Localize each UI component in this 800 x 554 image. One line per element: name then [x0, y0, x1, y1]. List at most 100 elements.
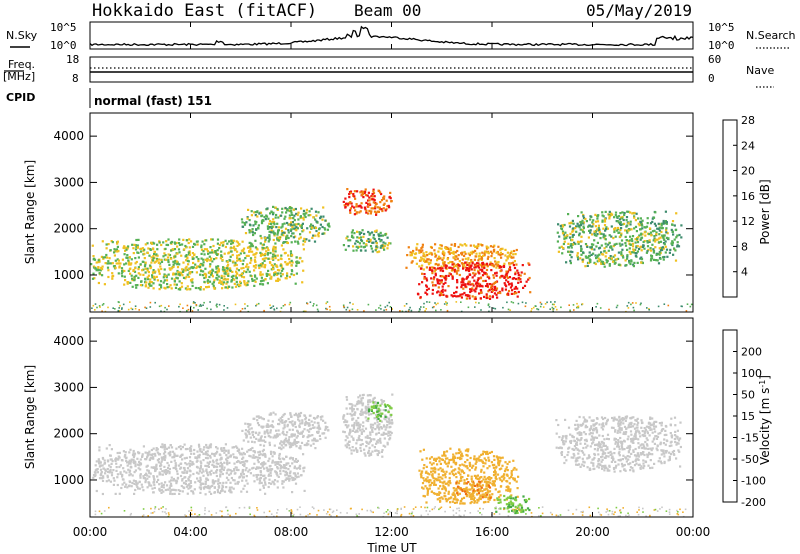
- velocity-cell-0-895: [145, 472, 148, 475]
- velocity-cell-0-252: [100, 471, 103, 474]
- velocity-cell-0-1190: [283, 466, 286, 470]
- power-cell-6-222: [628, 259, 631, 263]
- power-cell-2-134: [348, 196, 351, 199]
- power-ground-18: [663, 303, 666, 305]
- power-cell-0-750: [139, 273, 142, 276]
- power-cell-4-247: [478, 252, 481, 255]
- power-cell-0-690: [214, 271, 217, 274]
- power-cell-6-305: [597, 226, 600, 230]
- velocity-cell-0-124: [251, 467, 254, 470]
- velocity-cell-0-676: [204, 480, 207, 483]
- velocity-cell-2-10: [391, 393, 394, 396]
- power-cell-0-1078: [170, 287, 173, 290]
- velocity-cell-0-466: [264, 483, 267, 486]
- power-cell-0-1089: [279, 257, 282, 260]
- power-cell-6-254: [598, 259, 601, 263]
- power-ground-184: [345, 308, 348, 311]
- power-cell-0-708: [172, 272, 175, 275]
- power-cell-6-388: [633, 216, 636, 219]
- power-cell-5-424: [457, 269, 460, 272]
- power-cell-0-1097: [98, 272, 101, 275]
- velocity-cell-0-315: [219, 465, 222, 468]
- power-cell-0-321: [173, 248, 177, 251]
- velocity-cell-0-847: [270, 482, 273, 485]
- velocity-cell-1-141: [297, 418, 300, 421]
- power-cell-2-149: [342, 200, 345, 203]
- velocity-cell-0-28: [187, 479, 190, 482]
- velocity-cell-4-15: [455, 452, 458, 455]
- velocity-cell-0-940: [205, 446, 208, 449]
- power-cell-6-737: [603, 265, 606, 268]
- velocity-cell-0-322: [163, 443, 166, 447]
- power-cell-0-532: [152, 282, 155, 285]
- power-ground-220: [569, 309, 571, 312]
- power-cell-0-355: [238, 254, 241, 257]
- velocity-cell-2-16: [355, 403, 359, 406]
- velocity-cell-0-192: [160, 482, 163, 485]
- velocity-cell-0-160: [162, 486, 165, 489]
- velocity-cell-0-836: [152, 475, 155, 478]
- power-cell-6-82: [590, 243, 594, 246]
- power-cell-0-162: [286, 272, 289, 275]
- velocity-cell-0-314: [190, 445, 193, 448]
- velocity-cell-2-300: [368, 441, 371, 444]
- velocity-cell-0-1055: [132, 449, 135, 453]
- velocity-cell-0-916: [168, 467, 171, 471]
- power-ground-191: [239, 310, 242, 312]
- velocity-cell-1-122: [314, 447, 317, 450]
- power-cell-0-112: [126, 247, 129, 250]
- velocity-cell-0-412: [214, 480, 217, 483]
- power-cell-6-625: [584, 265, 587, 268]
- power-ground-188: [197, 309, 199, 311]
- power-cell-6-287: [570, 246, 573, 249]
- power-cell-6-50: [658, 251, 661, 254]
- power-cell-6-604: [615, 242, 618, 245]
- power-cell-6-333: [593, 239, 596, 242]
- velocity-cell-0-1006: [229, 469, 232, 472]
- power-cell-0-187: [162, 281, 165, 284]
- power-cell-0-890: [150, 284, 153, 287]
- velocity-cell-0-423: [264, 462, 267, 465]
- power-cell-2-146: [379, 191, 382, 194]
- velocity-cell-0-526: [215, 470, 218, 473]
- velocity-cell-1-310: [311, 434, 314, 437]
- power-cell-0-296: [209, 251, 212, 254]
- power-cell-5-442: [444, 266, 447, 269]
- power-cell-3-51: [383, 244, 386, 248]
- velocity-cell-4-132: [498, 477, 501, 480]
- velocity-cell-0-222: [255, 466, 259, 469]
- velocity-cell-2-141: [385, 426, 388, 429]
- power-cell-5-460: [460, 296, 463, 299]
- power-cell-6-770: [605, 251, 608, 254]
- power-cell-4-11: [454, 251, 457, 254]
- velocity-cell-4-6: [423, 479, 426, 482]
- velocity-cell-1-65: [285, 444, 288, 447]
- power-cell-3-104: [352, 249, 355, 252]
- velocity-cell-0-364: [195, 471, 199, 474]
- power-cell-5-83: [482, 279, 485, 283]
- power-cell-1-92: [248, 229, 251, 232]
- power-cell-0-695: [164, 258, 168, 261]
- power-cell-0-1087: [174, 255, 177, 258]
- velocity-cell-0-441: [215, 462, 218, 465]
- power-ground-52: [160, 304, 163, 307]
- power-cell-0-1175: [264, 278, 267, 281]
- velocity-cell-2-231: [344, 424, 347, 427]
- velocity-cell-0-584: [155, 449, 158, 452]
- power-cell-3-76: [379, 234, 383, 237]
- velocity-cell-4-257: [441, 487, 444, 491]
- power-cell-4-264: [440, 244, 443, 247]
- velocity-cell-4-104: [473, 501, 476, 504]
- power-cell-0-713: [231, 253, 234, 257]
- power-cell-6-53: [651, 230, 655, 233]
- velocity-cell-0-474: [262, 461, 265, 464]
- velocity-cell-3-45: [379, 414, 382, 417]
- velocity-cell-4-24: [444, 498, 447, 501]
- velocity-cell-0-1121: [291, 491, 294, 494]
- velocity-cell-1-209: [302, 435, 305, 438]
- velocity-cell-0-950: [173, 492, 176, 495]
- velocity-cell-0-1069: [179, 466, 183, 469]
- power-cell-0-727: [175, 276, 178, 279]
- power-cell-5-355: [441, 269, 445, 273]
- power-cell-2-37: [365, 211, 368, 214]
